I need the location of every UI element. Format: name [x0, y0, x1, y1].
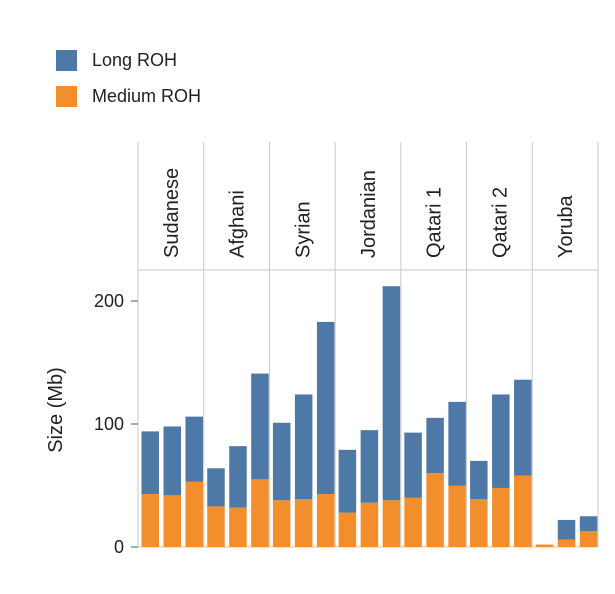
bar-long-roh	[382, 286, 401, 501]
legend-item: Medium ROH	[56, 84, 201, 108]
bar-long-roh	[338, 449, 357, 513]
bar-medium-roh	[448, 485, 466, 547]
legend: Long ROH Medium ROH	[56, 48, 201, 120]
bar-long-roh	[272, 422, 291, 501]
y-tick-label: 0	[114, 537, 124, 557]
y-tick-label: 200	[94, 291, 124, 311]
bar-long-roh	[360, 430, 379, 503]
bar-long-roh	[294, 394, 313, 500]
bar-medium-roh	[185, 481, 203, 547]
legend-label: Long ROH	[92, 49, 178, 70]
bar-medium-roh	[382, 500, 401, 547]
panel-label: Qatari 2	[489, 187, 511, 258]
bar-long-roh	[492, 394, 510, 488]
bar-medium-roh	[404, 497, 422, 547]
bar-long-roh	[207, 468, 225, 507]
bar-long-roh	[229, 446, 247, 508]
panel-label: Afghani	[227, 190, 249, 258]
bar-medium-roh	[294, 499, 313, 547]
bar-medium-roh	[470, 499, 488, 547]
bar-medium-roh	[535, 544, 554, 547]
panel-label: Qatari 1	[424, 187, 446, 258]
bar-medium-roh	[579, 531, 598, 547]
y-tick-label: 100	[94, 414, 124, 434]
bar-long-roh	[470, 460, 488, 500]
bar-medium-roh	[514, 475, 532, 547]
bar-long-roh	[316, 321, 335, 495]
bar-long-roh	[557, 519, 576, 540]
bar-long-roh	[141, 431, 159, 495]
bar-medium-roh	[316, 494, 335, 547]
bar-medium-roh	[272, 500, 291, 547]
bar-medium-roh	[557, 539, 576, 547]
bar-long-roh	[185, 416, 203, 482]
y-axis-label: Size (Mb)	[45, 367, 67, 453]
bar-long-roh	[426, 417, 444, 474]
bar-medium-roh	[251, 479, 269, 547]
bar-long-roh	[579, 516, 598, 532]
bar-medium-roh	[207, 506, 225, 547]
bar-medium-roh	[426, 473, 444, 547]
legend-swatch	[56, 85, 77, 107]
bar-medium-roh	[338, 512, 357, 547]
legend-swatch	[56, 49, 77, 71]
panel-label: Sudanese	[161, 168, 183, 258]
legend-item: Long ROH	[56, 48, 201, 72]
bar-medium-roh	[229, 507, 247, 547]
panel-label: Jordanian	[358, 170, 380, 258]
bar-long-roh	[404, 432, 422, 498]
legend-label: Medium ROH	[92, 85, 202, 106]
bar-medium-roh	[141, 494, 159, 547]
bar-long-roh	[448, 401, 466, 486]
bar-long-roh	[251, 373, 269, 480]
bar-long-roh	[163, 426, 181, 496]
bar-medium-roh	[360, 502, 379, 547]
panel-label: Syrian	[292, 201, 314, 258]
bar-medium-roh	[492, 487, 510, 547]
bar-long-roh	[514, 379, 532, 476]
bar-medium-roh	[163, 495, 181, 547]
panel-label: Yoruba	[555, 194, 577, 258]
